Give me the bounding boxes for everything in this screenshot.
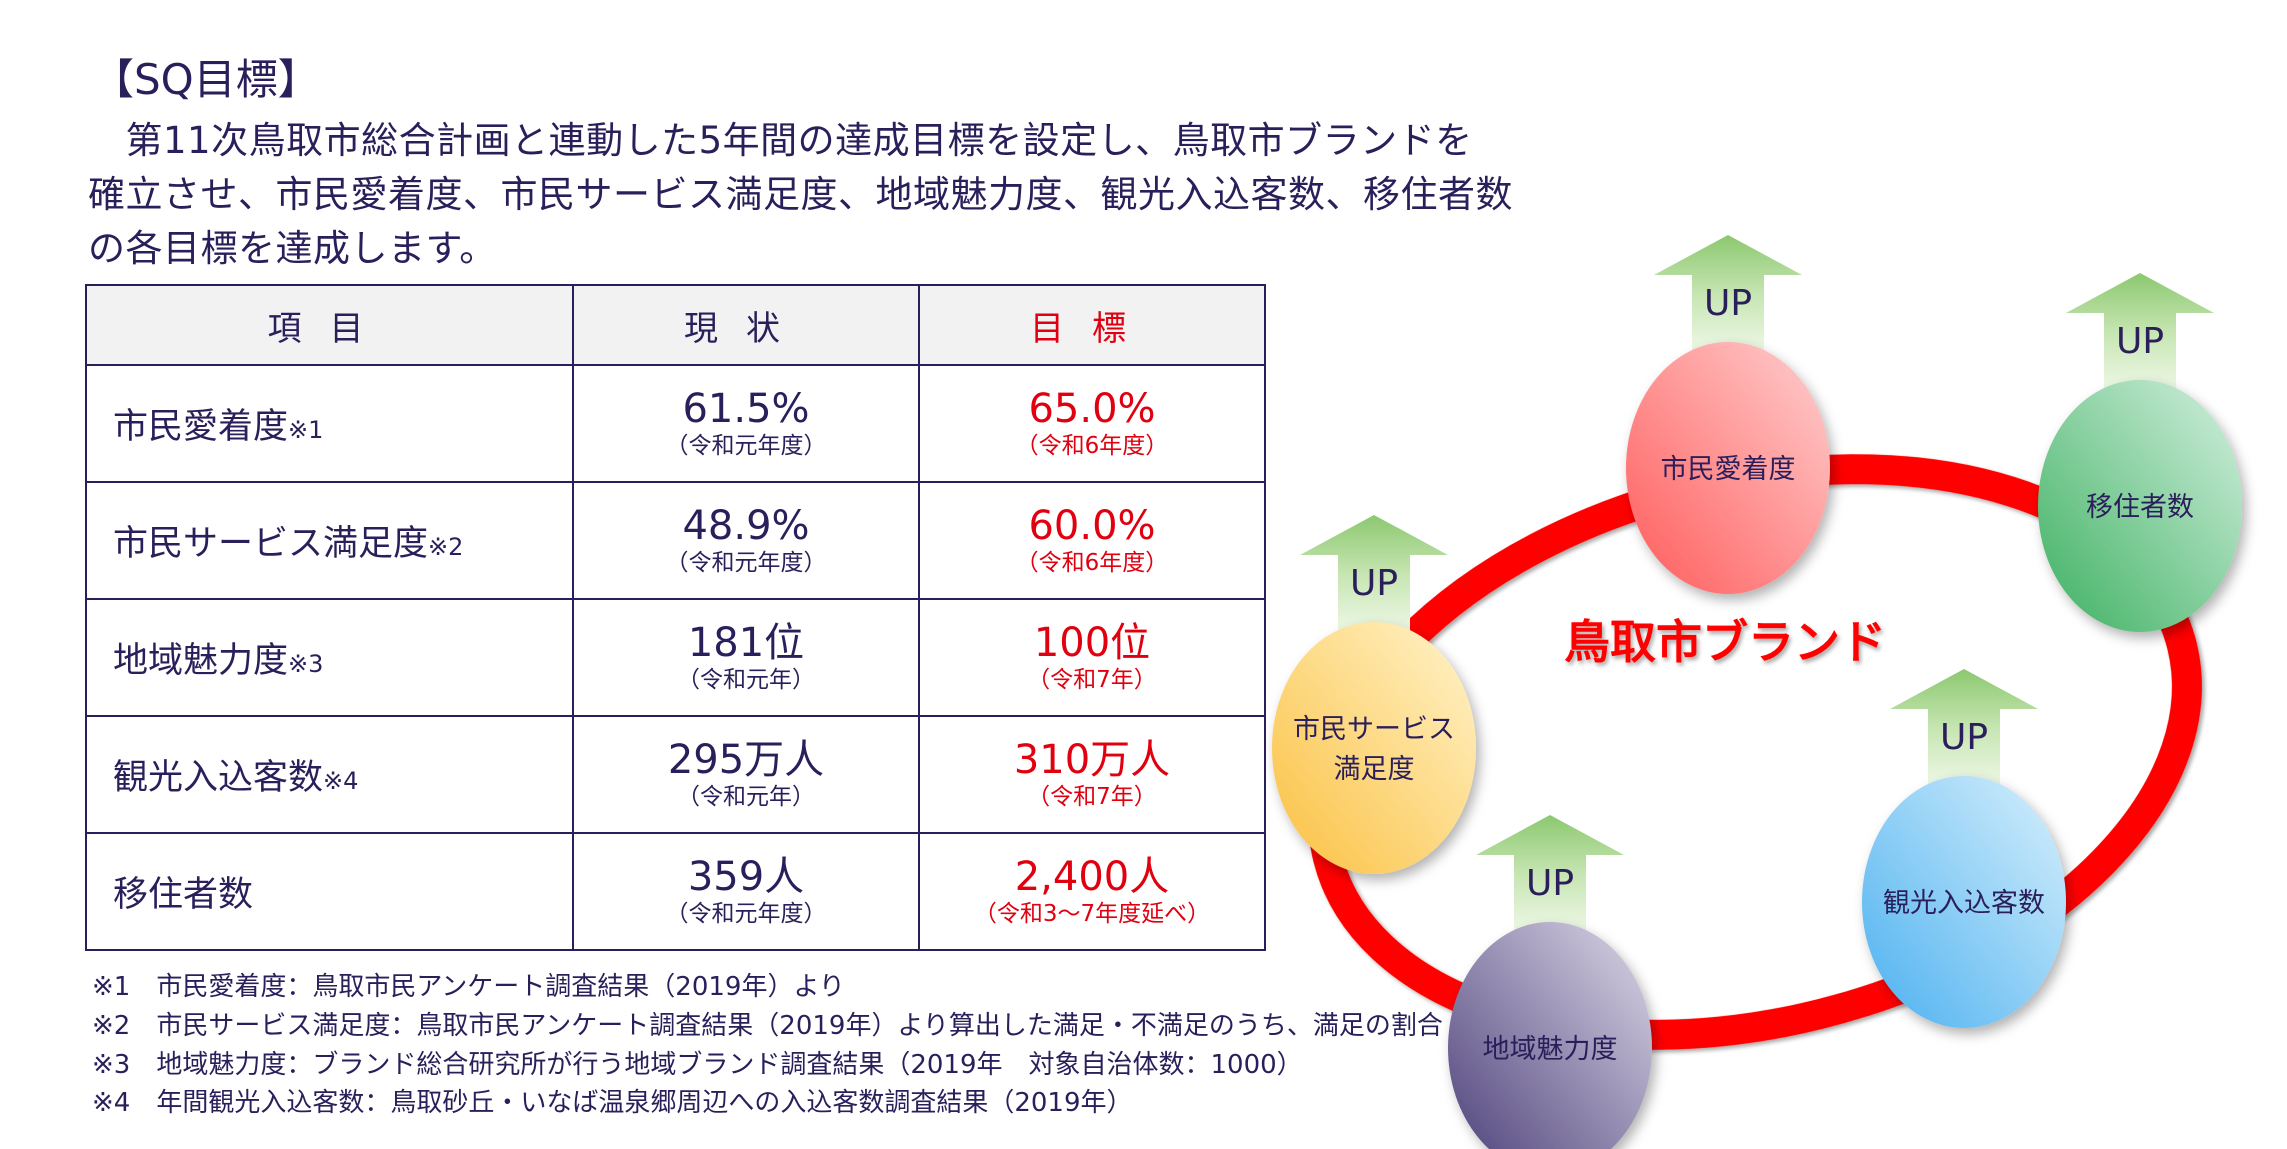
node-appeal: [1448, 922, 1652, 1149]
node-migrants: [2038, 380, 2242, 632]
row-target: 100位 （令和7年）: [918, 598, 1266, 717]
row-item: 移住者数: [85, 832, 574, 951]
row-target: 65.0% （令和6年度）: [918, 364, 1266, 483]
target-period: （令和7年）: [1027, 783, 1157, 810]
up-arrow-icon: [1890, 669, 2038, 792]
up-label: UP: [1704, 283, 1752, 324]
row-current: 359人 （令和元年度）: [572, 832, 920, 951]
item-label: 市民サービス満足度: [113, 524, 429, 564]
up-arrow-icon: [1476, 815, 1624, 938]
row-current: 295万人 （令和元年）: [572, 715, 920, 834]
header-current: 現状: [572, 284, 920, 366]
footnote-1: ※1 市民愛着度：鳥取市民アンケート調査結果（2019年）より: [92, 972, 845, 1002]
section-heading: 【SQ目標】: [92, 55, 320, 104]
item-label: 市民愛着度: [113, 407, 289, 447]
row-target: 310万人 （令和7年）: [918, 715, 1266, 834]
table-header-row: 項目 現状 目標: [85, 284, 1266, 366]
item-label: 移住者数: [113, 875, 254, 915]
node-label: 満足度: [1334, 754, 1415, 785]
node-tourists: [1862, 776, 2066, 1028]
item-note: ※2: [428, 533, 464, 561]
target-period: （令和6年度）: [1015, 549, 1169, 576]
table-row: 地域魅力度※3 181位 （令和元年） 100位 （令和7年）: [85, 598, 1266, 717]
current-value: 181位: [687, 619, 805, 666]
row-item: 地域魅力度※3: [85, 598, 574, 717]
target-value: 65.0%: [1028, 385, 1156, 432]
target-value: 2,400人: [1014, 853, 1170, 900]
target-value: 100位: [1033, 619, 1151, 666]
intro-line-1: 第11次鳥取市総合計画と連動した5年間の達成目標を設定し、鳥取市ブランドを: [88, 119, 1473, 162]
row-item: 観光入込客数※4: [85, 715, 574, 834]
intro-line-2: 確立させ、市民愛着度、市民サービス満足度、地域魅力度、観光入込客数、移住者数: [88, 173, 1513, 216]
row-item: 市民愛着度※1: [85, 364, 574, 483]
row-target: 60.0% （令和6年度）: [918, 481, 1266, 600]
current-value: 48.9%: [682, 502, 810, 549]
intro-line-3: の各目標を達成します。: [88, 227, 497, 270]
up-arrow-icon: [1654, 235, 1802, 358]
table-row: 市民サービス満足度※2 48.9% （令和元年度） 60.0% （令和6年度）: [85, 481, 1266, 600]
up-label: UP: [1940, 717, 1988, 758]
center-label: 鳥取市ブランド: [1564, 615, 1886, 669]
goals-table: 項目 現状 目標 市民愛着度※1 61.5% （令和元年度） 65.0% （令和6年…: [85, 284, 1266, 951]
item-note: ※1: [288, 416, 324, 444]
current-period: （令和元年）: [677, 666, 815, 693]
header-item: 項目: [85, 284, 574, 366]
node-attachment: [1626, 342, 1830, 594]
row-current: 61.5% （令和元年度）: [572, 364, 920, 483]
current-value: 295万人: [667, 736, 825, 783]
node-label: 市民サービス: [1293, 714, 1455, 745]
target-period: （令和7年）: [1027, 666, 1157, 693]
row-current: 48.9% （令和元年度）: [572, 481, 920, 600]
current-period: （令和元年度）: [665, 549, 827, 576]
up-label: UP: [1526, 863, 1574, 904]
target-period: （令和6年度）: [1015, 432, 1169, 459]
table-row: 市民愛着度※1 61.5% （令和元年度） 65.0% （令和6年度）: [85, 364, 1266, 483]
current-value: 359人: [687, 853, 805, 900]
up-label: UP: [1350, 563, 1398, 604]
item-label: 観光入込客数: [113, 758, 324, 798]
table-row: 観光入込客数※4 295万人 （令和元年） 310万人 （令和7年）: [85, 715, 1266, 834]
header-target: 目標: [918, 284, 1266, 366]
footnote-4: ※4 年間観光入込客数：鳥取砂丘・いなば温泉郷周辺への入込客数調査結果（2019…: [92, 1088, 1133, 1118]
node-label: 地域魅力度: [1483, 1034, 1618, 1065]
up-arrow-icon: [1300, 515, 1448, 638]
current-period: （令和元年度）: [665, 900, 827, 927]
target-period: （令和3～7年度延べ）: [973, 900, 1211, 927]
row-current: 181位 （令和元年）: [572, 598, 920, 717]
node-label: 移住者数: [2086, 492, 2194, 523]
row-target: 2,400人 （令和3～7年度延べ）: [918, 832, 1266, 951]
row-item: 市民サービス満足度※2: [85, 481, 574, 600]
target-value: 60.0%: [1028, 502, 1156, 549]
node-service: [1272, 622, 1476, 874]
footnote-2: ※2 市民サービス満足度：鳥取市民アンケート調査結果（2019年）より算出した満…: [92, 1011, 1443, 1041]
footnote-3: ※3 地域魅力度：ブランド総合研究所が行う地域ブランド調査結果（2019年 対象…: [92, 1050, 1303, 1080]
current-period: （令和元年）: [677, 783, 815, 810]
current-period: （令和元年度）: [665, 432, 827, 459]
item-note: ※4: [323, 767, 359, 795]
node-label: 市民愛着度: [1661, 454, 1796, 485]
item-label: 地域魅力度: [113, 641, 289, 681]
item-note: ※3: [288, 650, 324, 678]
target-value: 310万人: [1013, 736, 1171, 783]
up-label: UP: [2116, 321, 2164, 362]
node-label: 観光入込客数: [1883, 888, 2045, 919]
up-arrow-icon: [2066, 273, 2214, 396]
table-row: 移住者数 359人 （令和元年度） 2,400人 （令和3～7年度延べ）: [85, 832, 1266, 951]
current-value: 61.5%: [682, 385, 810, 432]
